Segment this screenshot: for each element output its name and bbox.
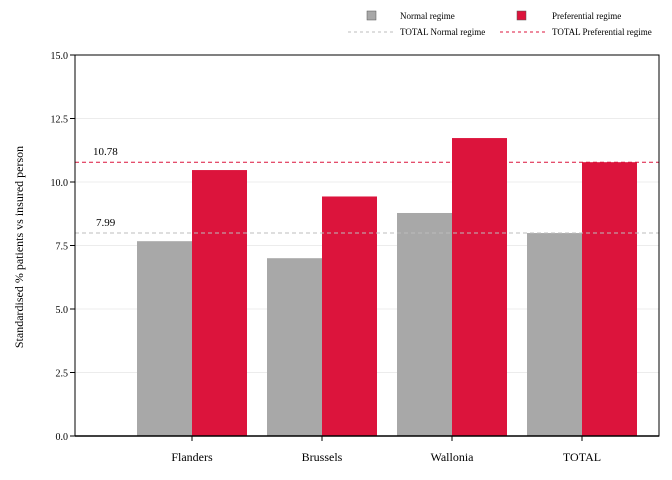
legend-swatch-normal-regime [366, 10, 377, 21]
legend-label-preferential-regime: Preferential regime [552, 11, 621, 21]
legend: Normal regime Preferential regime TOTAL … [348, 10, 652, 37]
x-axis: Flanders Brussels Wallonia TOTAL [75, 435, 659, 464]
legend-label-normal-regime: Normal regime [400, 11, 455, 21]
bar-normal-flanders [137, 241, 192, 436]
legend-label-total-normal-regime: TOTAL Normal regime [400, 27, 485, 37]
bar-preferential-total [582, 162, 637, 437]
legend-swatch-preferential-regime [516, 10, 527, 21]
reference-line-label: 7.99 [96, 217, 116, 229]
y-tick-label: 7.5 [56, 242, 69, 253]
x-tick-label: Flanders [171, 450, 213, 464]
bar-normal-wallonia [397, 212, 452, 436]
y-tick-label: 12.5 [51, 115, 69, 126]
bar-preferential-wallonia [452, 138, 507, 437]
x-tick-label: TOTAL [563, 450, 601, 464]
plot-frame [74, 54, 660, 437]
y-tick-label: 10.0 [51, 178, 69, 189]
y-tick-label: 5.0 [56, 305, 69, 316]
bar-preferential-flanders [192, 170, 247, 436]
bar-normal-total [527, 233, 582, 436]
reference-lines: 7.99 10.78 [75, 146, 659, 234]
reference-line-label: 10.78 [93, 146, 118, 158]
y-tick-label: 0.0 [56, 432, 69, 443]
bars [137, 138, 637, 437]
legend-label-total-preferential-regime: TOTAL Preferential regime [552, 27, 652, 37]
y-axis-title: Standardised % patients vs insured perso… [12, 146, 26, 348]
y-tick-label: 15.0 [51, 51, 69, 62]
x-tick-label: Brussels [302, 450, 343, 464]
bar-preferential-brussels [322, 196, 377, 436]
y-tick-label: 2.5 [56, 369, 69, 380]
bar-normal-brussels [267, 258, 322, 436]
y-axis: 0.0 2.5 5.0 7.5 10.0 12.5 15.0 [51, 51, 75, 443]
x-tick-label: Wallonia [430, 450, 474, 464]
